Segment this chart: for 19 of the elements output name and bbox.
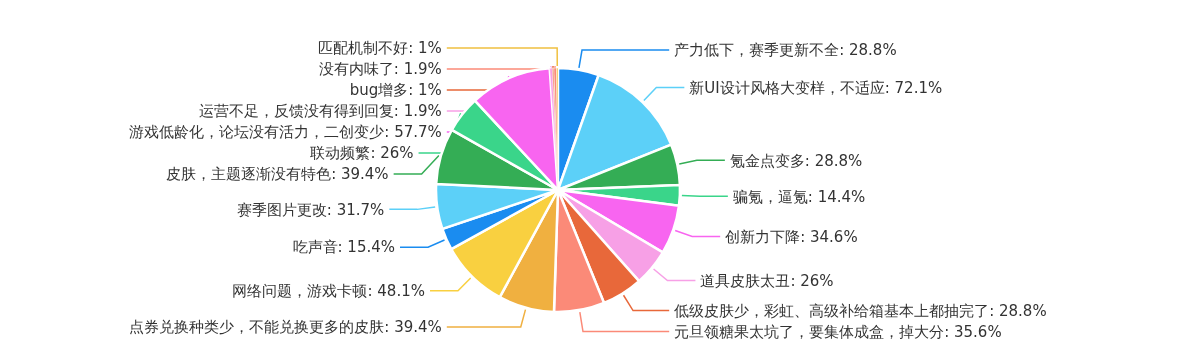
slice-label: 点券兑换种类少，不能兑换更多的皮肤: 39.4% bbox=[129, 318, 442, 337]
slice-label: 道具皮肤太丑: 26% bbox=[700, 271, 834, 290]
slice-label: 赛季图片更改: 31.7% bbox=[236, 200, 385, 219]
slice-label: 骗氪，逼氪: 14.4% bbox=[732, 187, 866, 206]
slice-label: 网络问题，游戏卡顿: 48.1% bbox=[232, 282, 425, 301]
slice-label: 新UI设计风格大变样，不适应: 72.1% bbox=[689, 78, 943, 97]
slice-label: 运营不足，反馈没有得到回复: 1.9% bbox=[198, 102, 442, 121]
slice-label: 产力低下，赛季更新不全: 28.8% bbox=[674, 41, 897, 60]
slice-label: 匹配机制不好: 1% bbox=[318, 39, 442, 58]
slice-label: 元旦领糖果太坑了，要集体成盒，掉大分: 35.6% bbox=[674, 322, 1002, 341]
slice-label: 没有内味了: 1.9% bbox=[318, 60, 442, 79]
slice-label: 皮肤，主题逐渐没有特色: 39.4% bbox=[166, 165, 389, 184]
slice-label: 吃声音: 15.4% bbox=[292, 238, 396, 257]
slice-label: 氪金点变多: 28.8% bbox=[729, 151, 863, 170]
slice-label: 联动频繁: 26% bbox=[310, 144, 414, 163]
slice-label: bug增多: 1% bbox=[349, 81, 442, 100]
slice-label: 创新力下降: 34.6% bbox=[725, 227, 858, 246]
slice-label: 游戏低龄化，论坛没有活力，二创变少: 57.7% bbox=[129, 123, 442, 142]
slice-label: 低级皮肤少，彩虹、高级补给箱基本上都抽完了: 28.8% bbox=[674, 301, 1047, 320]
